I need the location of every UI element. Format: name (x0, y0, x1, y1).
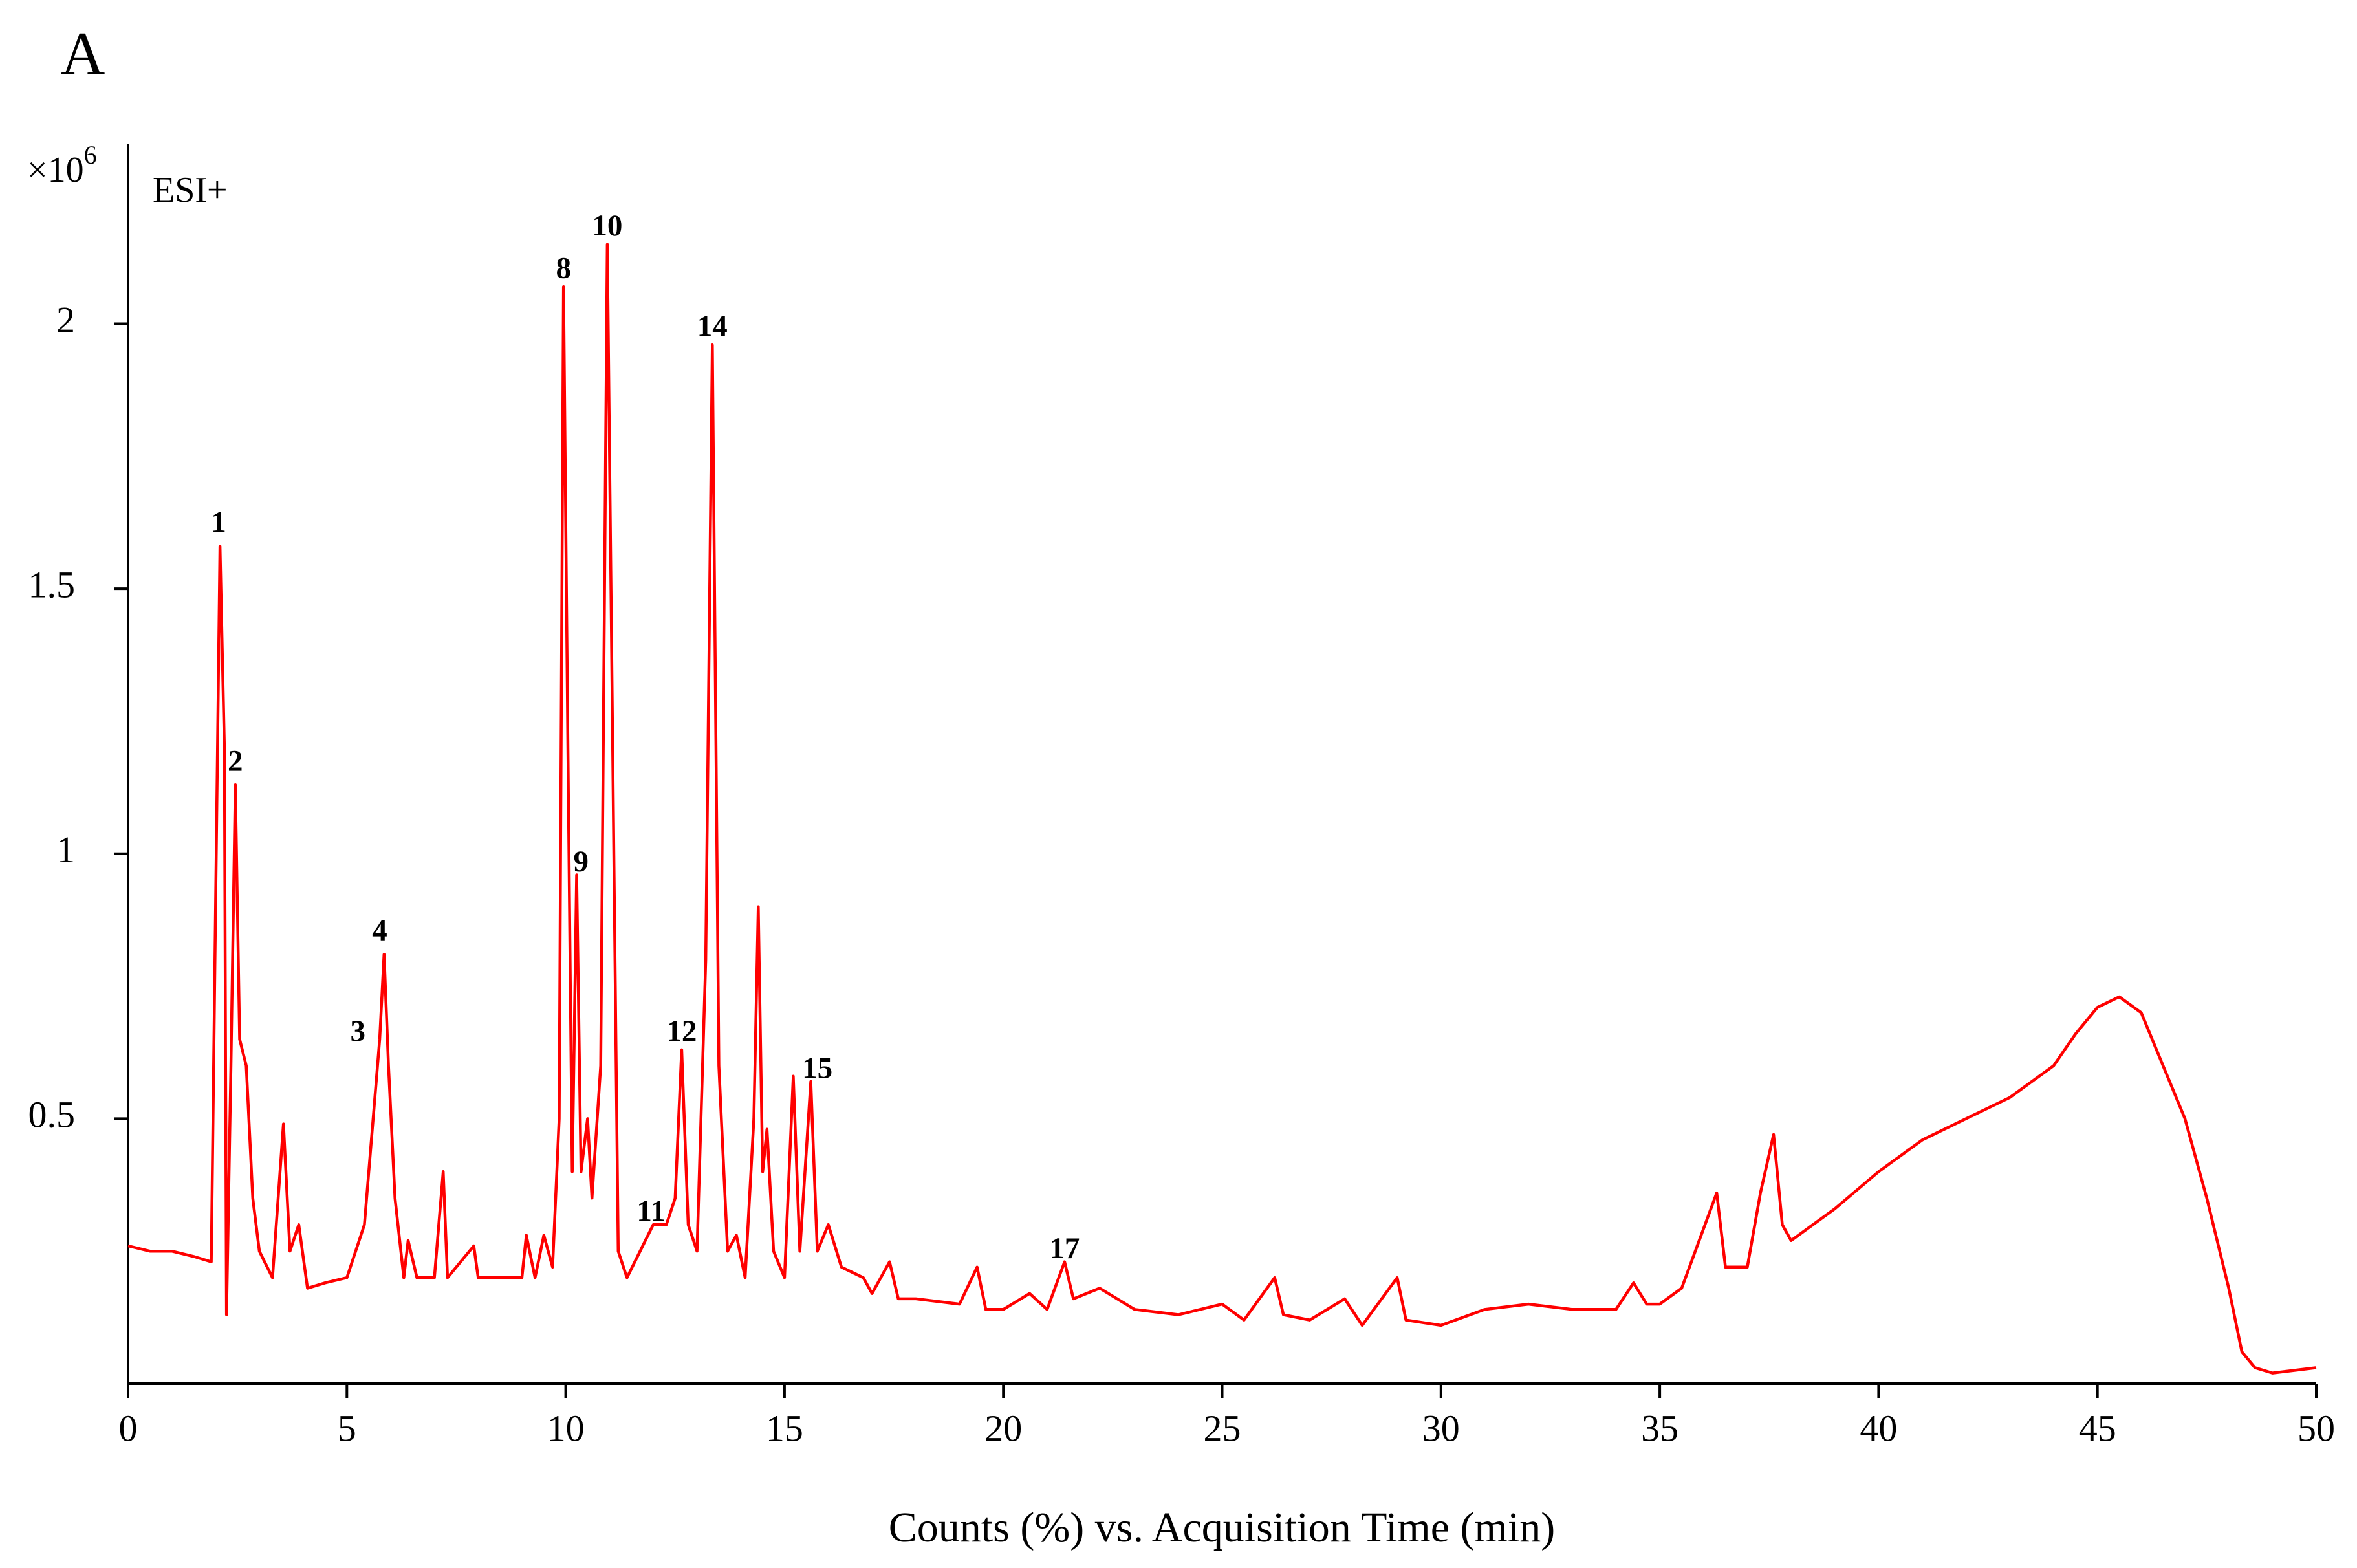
peak-label: 15 (802, 1051, 832, 1085)
peak-label: 12 (666, 1014, 697, 1048)
x-axis-title: Counts (%) vs. Acquisition Time (min) (889, 1504, 1555, 1551)
y-tick-label: 2 (56, 299, 75, 341)
peak-label: 8 (556, 251, 571, 285)
peak-label: 4 (372, 913, 387, 947)
x-tick-label: 15 (766, 1407, 803, 1449)
peak-label: 11 (636, 1195, 665, 1228)
x-tick-label: 30 (1422, 1407, 1460, 1449)
x-tick-label: 0 (119, 1407, 138, 1449)
x-tick-label: 35 (1641, 1407, 1678, 1449)
y-tick-label: 0.5 (28, 1094, 76, 1136)
chromatogram-line (127, 243, 2317, 1375)
multiplier-base: ×10 (27, 150, 84, 190)
mode-label: ESI+ (153, 170, 228, 210)
peak-label: 9 (574, 845, 589, 878)
x-tick-label: 10 (547, 1407, 585, 1449)
y-tick-label: 1.5 (28, 563, 76, 605)
multiplier-exponent: 6 (84, 140, 97, 169)
x-tick-label: 5 (338, 1407, 356, 1449)
peak-label: 14 (697, 310, 728, 343)
x-tick-label: 20 (984, 1407, 1022, 1449)
x-tick-label: 25 (1204, 1407, 1241, 1449)
x-tick-label: 45 (2079, 1407, 2116, 1449)
panel-label: A (61, 19, 105, 88)
x-tick-label: 50 (2297, 1407, 2335, 1449)
peak-label: 10 (592, 209, 622, 243)
peak-label: 3 (350, 1014, 365, 1048)
peak-label: 2 (228, 744, 243, 778)
peak-label: 17 (1049, 1232, 1080, 1265)
y-multiplier: ×106 (27, 140, 97, 190)
peak-label: 1 (211, 506, 226, 539)
y-tick-label: 1 (56, 829, 75, 871)
x-tick-label: 40 (1860, 1407, 1897, 1449)
